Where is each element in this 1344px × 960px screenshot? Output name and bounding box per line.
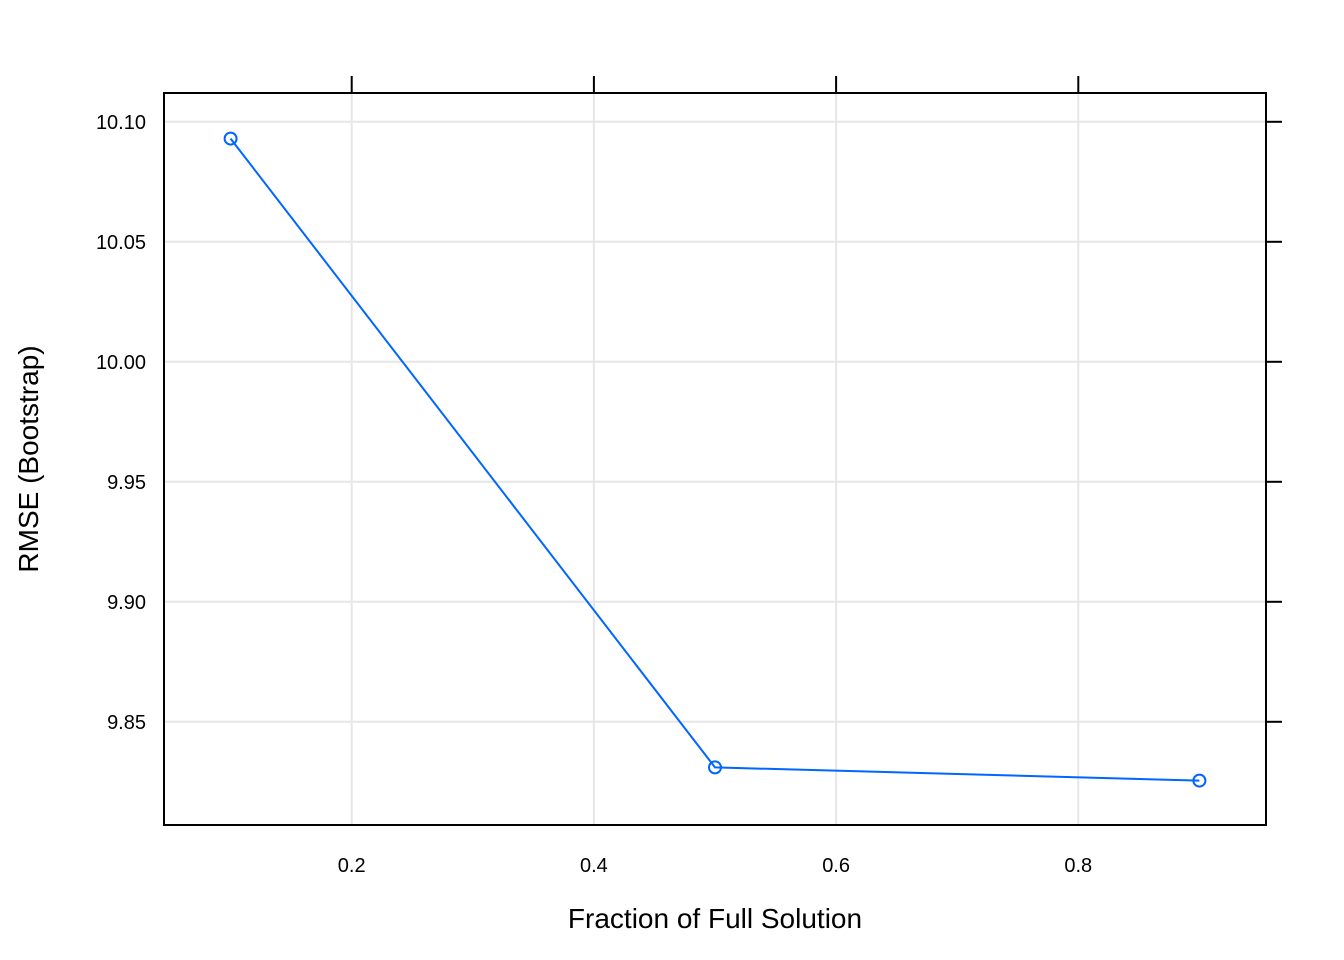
- y-tick-label: 9.95: [107, 472, 146, 494]
- y-tick-label: 9.90: [107, 592, 146, 614]
- y-tick-label: 10.00: [96, 352, 146, 374]
- data-point: [1192, 773, 1207, 788]
- plot-frame: [163, 92, 1267, 826]
- series-layer: [223, 131, 1207, 788]
- data-point: [708, 760, 722, 775]
- x-axis-title: Fraction of Full Solution: [568, 903, 862, 934]
- y-axis-title: RMSE (Bootstrap): [13, 345, 44, 572]
- x-tick-label: 0.2: [338, 855, 366, 877]
- y-tick-label: 9.85: [107, 712, 146, 734]
- series-line: [229, 137, 1200, 782]
- x-tick-label: 0.8: [1064, 855, 1092, 877]
- y-tick-label: 10.05: [96, 232, 146, 254]
- y-tick-label: 10.10: [96, 112, 146, 134]
- ticks: 0.2 0.4 0.6 0.8 9.85 9.90 9.95 10.00 10.05 10.10: [96, 76, 1282, 877]
- x-tick-label: 0.4: [580, 855, 608, 877]
- grid: [164, 93, 1266, 825]
- x-tick-label: 0.6: [822, 855, 850, 877]
- data-point: [223, 131, 238, 146]
